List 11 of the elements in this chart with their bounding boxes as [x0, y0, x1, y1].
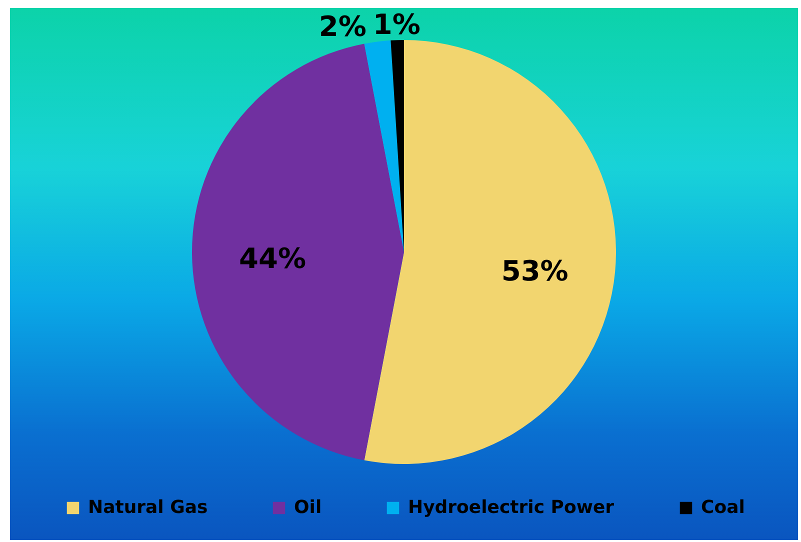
- legend-label: Coal: [701, 497, 745, 518]
- data-label: 1%: [372, 8, 420, 42]
- data-label: 2%: [318, 10, 366, 43]
- legend-label: Oil: [294, 497, 322, 518]
- data-label: 53%: [501, 254, 568, 288]
- pie-slice: [192, 44, 404, 460]
- pie-slice: [364, 40, 616, 464]
- legend-label: Hydroelectric Power: [408, 497, 614, 518]
- legend-label: Natural Gas: [88, 497, 208, 518]
- data-label: 44%: [239, 242, 306, 275]
- pie-slice: [364, 40, 404, 252]
